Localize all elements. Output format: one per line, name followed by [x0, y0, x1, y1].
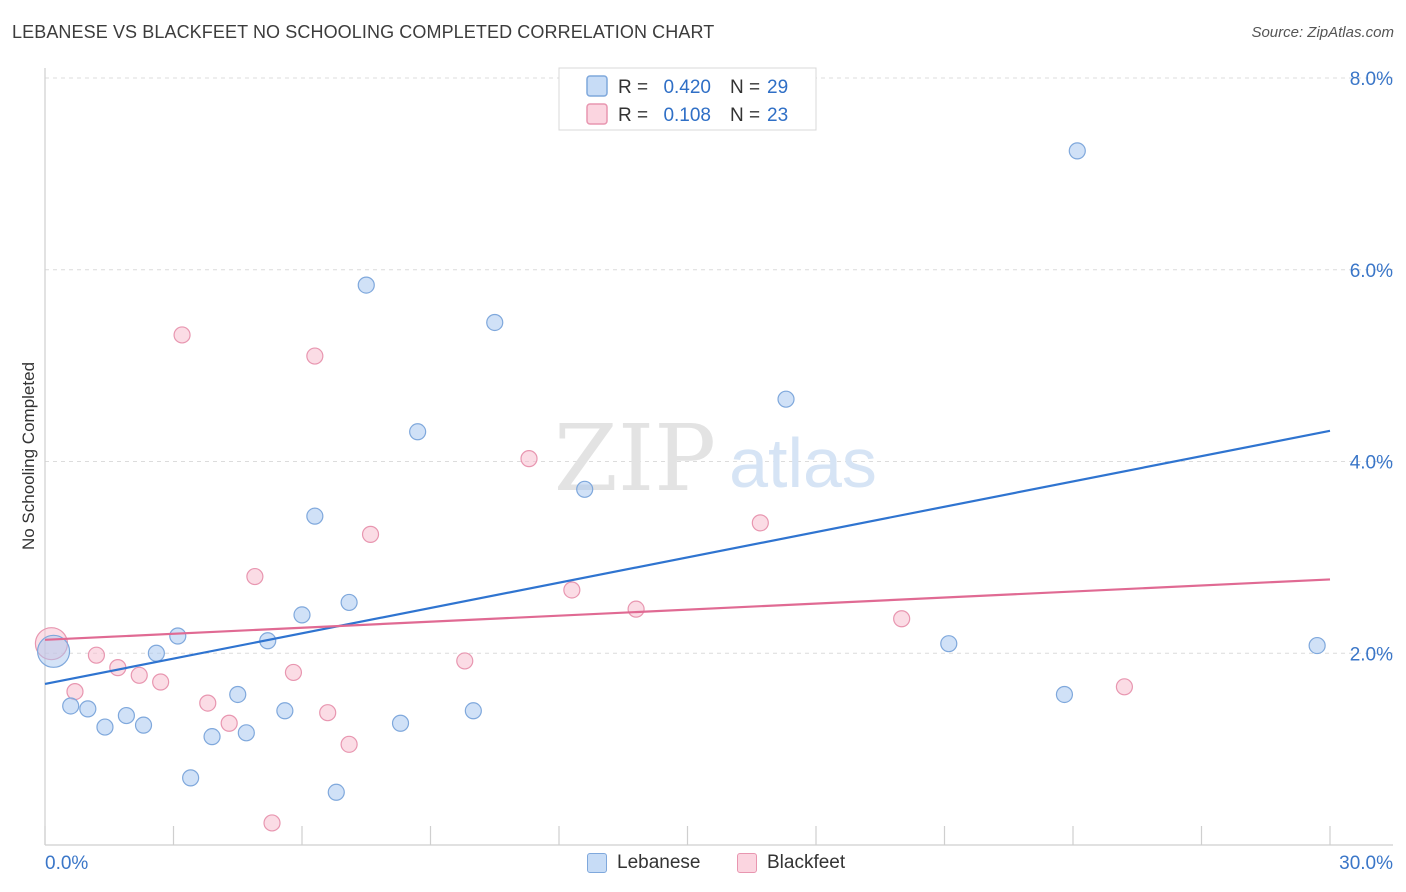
lebanese-point-4 — [117, 706, 135, 725]
lebanese-point-15 — [306, 507, 324, 525]
stats-swatch-lebanese — [586, 75, 608, 97]
lebanese-point-1 — [62, 697, 80, 715]
x-tick-label-max: 30.0% — [1339, 853, 1393, 874]
lebanese-swatch — [587, 853, 607, 873]
bottom-legend: Lebanese Blackfeet — [0, 850, 1406, 880]
lebanese-point-19 — [391, 714, 410, 732]
lebanese-point-24 — [777, 390, 795, 408]
y-tick-label-1: 4.0% — [1350, 453, 1393, 474]
lebanese-point-7 — [169, 627, 187, 645]
y-tick-label-0: 2.0% — [1350, 644, 1393, 665]
lebanese-point-28 — [1308, 636, 1326, 655]
blackfeet-point-2 — [87, 646, 106, 664]
blackfeet-point-13 — [319, 704, 337, 722]
blackfeet-point-5 — [152, 673, 170, 691]
y-tick-label-2: 6.0% — [1350, 261, 1393, 282]
lebanese-point-6 — [147, 644, 165, 662]
stats-r-value-lebanese: 0.420 — [663, 77, 711, 98]
lebanese-point-20 — [409, 423, 427, 441]
blackfeet-point-4 — [130, 666, 148, 684]
lebanese-point-22 — [486, 313, 504, 332]
lebanese-point-18 — [357, 276, 375, 294]
blackfeet-swatch — [737, 853, 757, 873]
blackfeet-point-15 — [361, 525, 380, 543]
lebanese-point-25 — [940, 635, 958, 653]
lebanese-point-13 — [276, 702, 294, 720]
lebanese-point-9 — [203, 728, 221, 746]
x-tick-label-min: 0.0% — [45, 853, 88, 874]
watermark-zip: ZIP — [554, 405, 716, 512]
blackfeet-point-8 — [220, 714, 238, 732]
blackfeet-point-6 — [173, 326, 191, 344]
lebanese-point-2 — [79, 700, 97, 718]
lebanese-point-0 — [36, 634, 71, 668]
source-label: Source: ZipAtlas.com — [1251, 24, 1394, 41]
blackfeet-point-14 — [340, 735, 358, 753]
blackfeet-point-21 — [893, 610, 911, 628]
lebanese-point-21 — [464, 702, 482, 720]
blackfeet-point-22 — [1115, 678, 1134, 696]
lebanese-point-23 — [576, 480, 594, 498]
blackfeet-point-1 — [66, 682, 84, 701]
stats-swatch-blackfeet — [586, 103, 608, 125]
lebanese-point-27 — [1068, 142, 1086, 160]
blackfeet-point-9 — [246, 567, 264, 586]
stats-r-label-lebanese: R = — [618, 77, 648, 98]
stats-r-value-blackfeet: 0.108 — [663, 105, 711, 126]
chart-title: LEBANESE VS BLACKFEET NO SCHOOLING COMPL… — [12, 22, 715, 42]
lebanese-point-11 — [237, 724, 255, 742]
lebanese-point-10 — [229, 685, 247, 704]
legend-label-blackfeet: Blackfeet — [767, 852, 846, 873]
blackfeet-point-20 — [751, 514, 769, 532]
lebanese-point-17 — [340, 593, 358, 612]
blackfeet-point-18 — [563, 581, 581, 599]
lebanese-point-16 — [327, 783, 345, 801]
lebanese-point-14 — [293, 606, 311, 624]
lebanese-point-26 — [1055, 685, 1074, 704]
y-tick-label-3: 8.0% — [1350, 69, 1393, 90]
blackfeet-point-7 — [199, 694, 217, 712]
lebanese-trend-line — [44, 429, 1331, 686]
y-axis-label: No Schooling Completed — [19, 362, 38, 550]
blackfeet-trend-line — [44, 578, 1331, 641]
stats-n-value-lebanese: 29 — [767, 77, 788, 98]
legend-item-lebanese[interactable]: Lebanese — [587, 852, 700, 874]
blackfeet-point-16 — [456, 652, 474, 670]
blackfeet-point-12 — [306, 347, 324, 365]
legend-item-blackfeet[interactable]: Blackfeet — [737, 852, 845, 874]
lebanese-point-8 — [182, 769, 200, 787]
stats-n-label-lebanese: N = — [730, 77, 760, 98]
stats-n-label-blackfeet: N = — [730, 105, 760, 126]
blackfeet-point-19 — [627, 600, 645, 618]
blackfeet-point-11 — [284, 663, 303, 682]
lebanese-point-3 — [96, 718, 114, 736]
watermark-atlas: atlas — [729, 424, 877, 502]
stats-r-label-blackfeet: R = — [618, 105, 648, 126]
legend-label-lebanese: Lebanese — [617, 852, 701, 873]
blackfeet-point-17 — [520, 450, 538, 468]
stats-n-value-blackfeet: 23 — [767, 105, 788, 126]
blackfeet-point-10 — [263, 814, 281, 832]
lebanese-point-5 — [134, 716, 153, 734]
